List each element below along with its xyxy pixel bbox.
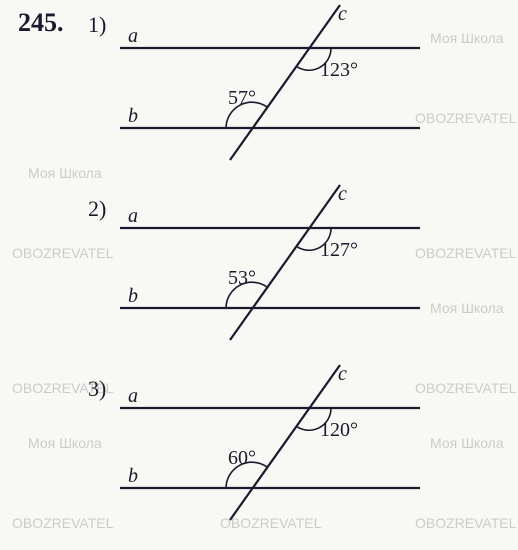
diagram-3: a b c 120° 60° <box>110 360 430 530</box>
watermark-brand1e: Моя Школа <box>430 435 504 451</box>
page-container: { "problem_number": "245.", "diagrams": … <box>0 0 518 550</box>
angle-bottom-2: 53° <box>228 267 256 289</box>
transversal-2 <box>230 185 340 340</box>
diagram-2: a b c 127° 53° <box>110 180 430 350</box>
watermark-brand1c: Моя Школа <box>430 300 504 316</box>
label-a-1: a <box>128 25 138 47</box>
label-c-3: c <box>338 363 347 385</box>
sub-number-3: 3) <box>88 376 106 402</box>
angle-bottom-1: 57° <box>228 87 256 109</box>
label-a-3: a <box>128 385 138 407</box>
watermark-brand2: OBOZREVATEL <box>415 110 516 126</box>
transversal-3 <box>230 365 340 520</box>
sub-number-1: 1) <box>88 12 106 38</box>
watermark-brand2e: OBOZREVATEL <box>415 380 516 396</box>
label-a-2: a <box>128 205 138 227</box>
problem-number: 245. <box>18 8 64 38</box>
watermark-brand2b: OBOZREVATEL <box>12 245 113 261</box>
label-c-2: c <box>338 183 347 205</box>
watermark-brand2f: OBOZREVATEL <box>12 515 113 531</box>
transversal-1 <box>230 5 340 160</box>
watermark-brand2c: OBOZREVATEL <box>415 245 516 261</box>
diagram-1: a b c 123° 57° <box>110 0 430 170</box>
watermark-brand2h: OBOZREVATEL <box>415 515 516 531</box>
angle-top-3: 120° <box>320 419 358 441</box>
angle-top-1: 123° <box>320 59 358 81</box>
watermark-brand1d: Моя Школа <box>28 435 102 451</box>
angle-top-2: 127° <box>320 239 358 261</box>
label-b-1: b <box>128 105 138 127</box>
label-b-2: b <box>128 285 138 307</box>
label-b-3: b <box>128 465 138 487</box>
label-c-1: c <box>338 3 347 25</box>
watermark-brand1b: Моя Школа <box>28 165 102 181</box>
sub-number-2: 2) <box>88 196 106 222</box>
watermark-brand1: Моя Школа <box>430 30 504 46</box>
angle-bottom-3: 60° <box>228 447 256 469</box>
